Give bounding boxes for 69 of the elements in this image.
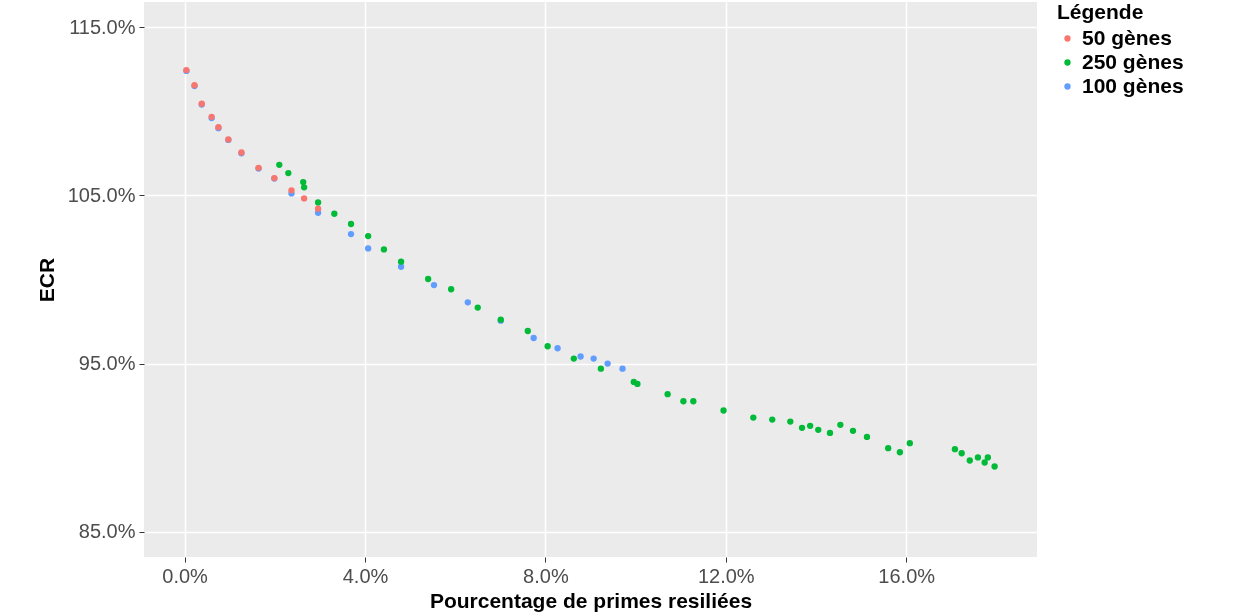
point bbox=[554, 345, 561, 352]
point bbox=[837, 421, 844, 428]
point bbox=[300, 184, 308, 191]
point bbox=[849, 427, 857, 435]
point bbox=[530, 334, 537, 342]
x-tick-label: 12.0% bbox=[697, 564, 755, 587]
y-axis-title: ECR bbox=[34, 257, 58, 303]
point bbox=[680, 398, 687, 405]
point bbox=[364, 245, 372, 252]
point bbox=[314, 199, 322, 206]
point bbox=[981, 459, 988, 466]
point bbox=[720, 407, 727, 414]
point bbox=[474, 304, 481, 311]
x-axis-title: Pourcentage de primes resiliées bbox=[429, 588, 753, 612]
point bbox=[364, 232, 372, 240]
point bbox=[966, 457, 973, 464]
legend-label: 50 gènes bbox=[1082, 25, 1172, 49]
y-tick-label: 115.0% bbox=[69, 15, 136, 38]
point bbox=[314, 205, 322, 212]
point bbox=[619, 365, 626, 372]
point bbox=[826, 429, 834, 437]
point bbox=[347, 220, 355, 228]
point bbox=[447, 286, 455, 293]
point bbox=[590, 355, 597, 362]
point bbox=[331, 210, 338, 217]
point bbox=[397, 258, 405, 265]
y-tick-label: 95.0% bbox=[78, 352, 136, 375]
point bbox=[424, 275, 432, 283]
point bbox=[300, 178, 307, 186]
point bbox=[524, 327, 531, 335]
point bbox=[300, 195, 308, 202]
x-tick-label: 4.0% bbox=[342, 564, 389, 587]
point bbox=[798, 424, 806, 431]
legend-label: 100 gènes bbox=[1082, 73, 1184, 97]
y-tick-label: 105.0% bbox=[67, 183, 136, 206]
point bbox=[464, 299, 471, 306]
point bbox=[974, 454, 982, 461]
point bbox=[597, 365, 605, 372]
point bbox=[885, 445, 892, 452]
point bbox=[750, 414, 757, 421]
point bbox=[769, 416, 776, 423]
point bbox=[347, 230, 355, 238]
x-tick-label: 16.0% bbox=[878, 564, 936, 587]
point bbox=[984, 454, 991, 461]
point bbox=[896, 449, 904, 456]
point bbox=[276, 161, 283, 168]
point bbox=[285, 169, 292, 177]
point bbox=[951, 446, 959, 453]
point bbox=[806, 422, 814, 429]
point bbox=[544, 343, 551, 350]
x-tick-label: 0.0% bbox=[162, 564, 209, 587]
point bbox=[815, 426, 822, 434]
legend-label: 250 gènes bbox=[1082, 49, 1184, 73]
legend-title: Légende bbox=[1057, 0, 1144, 23]
point bbox=[958, 450, 965, 457]
point bbox=[430, 281, 438, 289]
point bbox=[787, 418, 794, 425]
x-tick-label: 8.0% bbox=[523, 564, 569, 587]
point bbox=[991, 463, 998, 470]
point bbox=[906, 439, 913, 447]
point bbox=[570, 355, 577, 362]
point bbox=[690, 398, 697, 405]
point bbox=[604, 360, 611, 367]
point bbox=[380, 246, 388, 253]
point bbox=[577, 353, 584, 360]
point bbox=[863, 433, 871, 441]
point bbox=[634, 380, 641, 388]
point bbox=[664, 391, 671, 398]
y-tick-label: 85.0% bbox=[78, 520, 136, 543]
